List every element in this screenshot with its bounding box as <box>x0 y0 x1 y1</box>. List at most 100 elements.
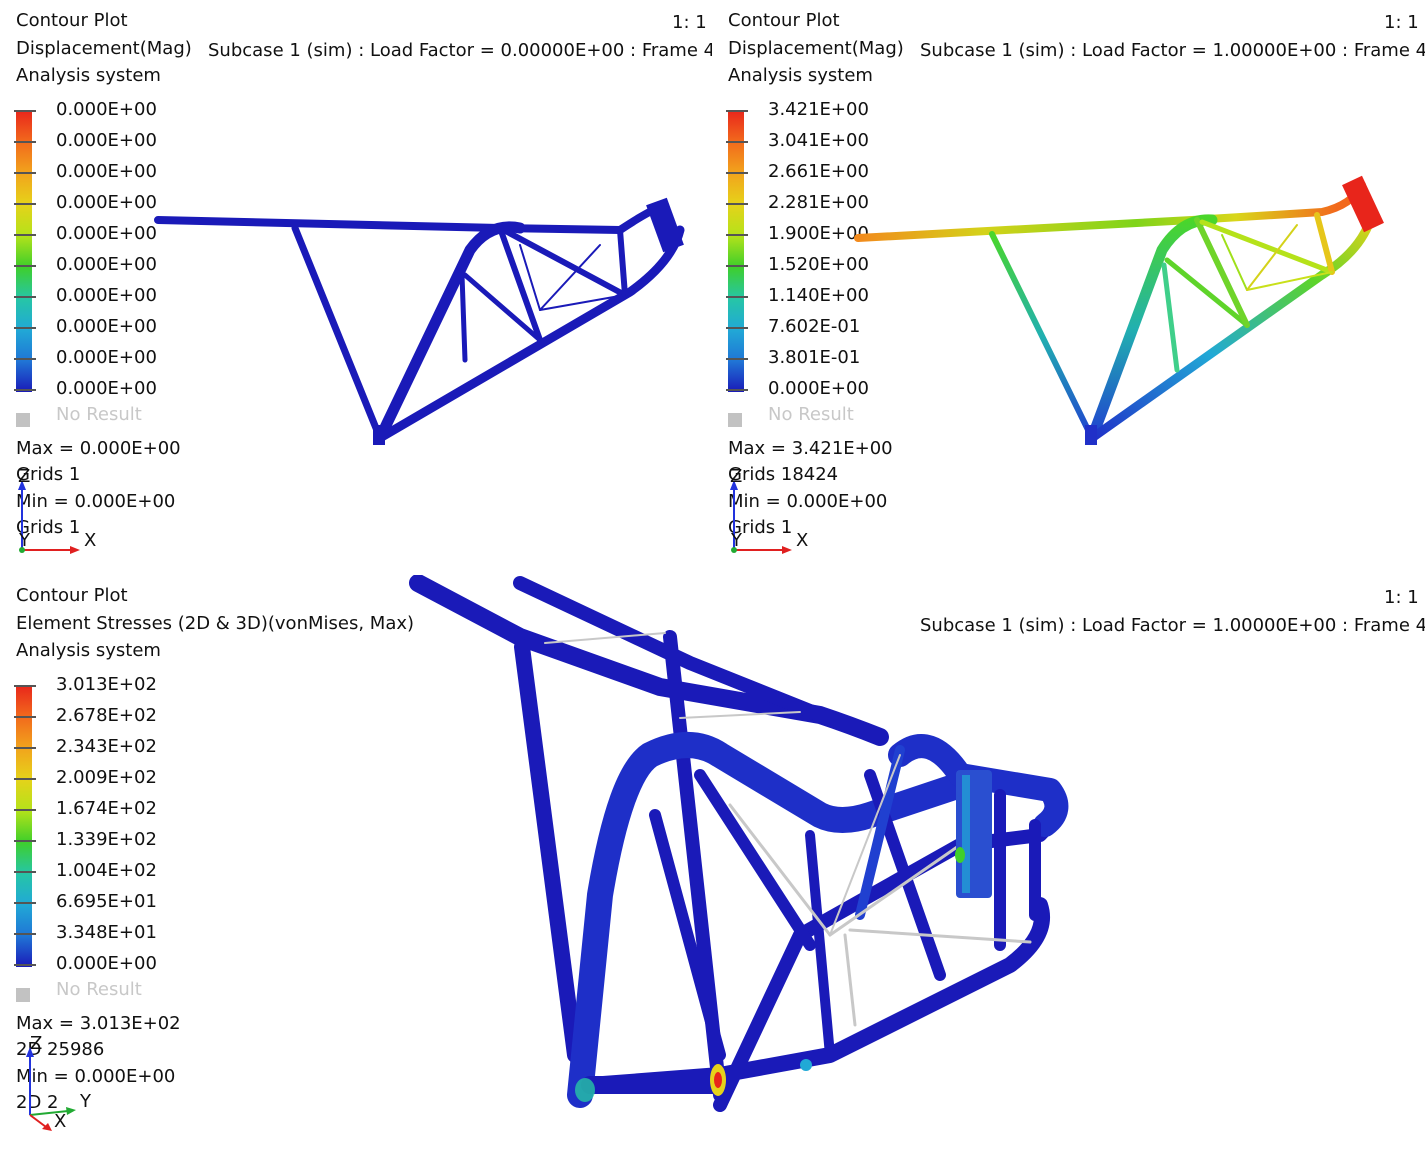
scale-label: 1: 1 <box>1384 12 1419 33</box>
legend-tick <box>14 172 36 174</box>
min-location: 2D 2 <box>16 1092 59 1113</box>
axis-label-up: Z <box>18 466 31 487</box>
legend-tick <box>726 327 748 329</box>
max-value: Max = 0.000E+00 <box>16 438 181 459</box>
legend-tick <box>14 265 36 267</box>
min-value: Min = 0.000E+00 <box>728 491 888 512</box>
legend-value: 0.000E+00 <box>56 161 157 182</box>
no-result-swatch <box>728 413 742 427</box>
scale-label: 1: 1 <box>672 12 707 33</box>
no-result-label: No Result <box>56 404 142 425</box>
no-result-swatch <box>16 988 30 1002</box>
legend-value: 0.000E+00 <box>56 316 157 337</box>
legend-value: 0.000E+00 <box>56 223 157 244</box>
axis-label-right: X <box>84 530 97 551</box>
subcase-label: Subcase 1 (sim) : Load Factor = 1.00000E… <box>920 40 1425 61</box>
legend-tick <box>14 141 36 143</box>
legend-value: 3.013E+02 <box>56 674 157 695</box>
legend-value: 7.602E-01 <box>768 316 861 337</box>
legend-tick <box>726 296 748 298</box>
viewport-displacement-frame4[interactable]: Contour Plot Displacement(Mag) Subcase 1… <box>712 0 1425 575</box>
legend-value: 0.000E+00 <box>56 347 157 368</box>
legend-tick <box>14 203 36 205</box>
legend-value: 3.421E+00 <box>768 99 869 120</box>
result-type: Displacement(Mag) <box>728 38 904 59</box>
legend-value: 1.674E+02 <box>56 798 157 819</box>
legend-color-bar <box>16 110 32 392</box>
legend-tick <box>14 840 36 842</box>
legend-value: 1.339E+02 <box>56 829 157 850</box>
max-location: 2D 25986 <box>16 1039 105 1060</box>
system-label: Analysis system <box>16 640 161 661</box>
result-type: Displacement(Mag) <box>16 38 192 59</box>
no-result-swatch <box>16 413 30 427</box>
viewport-displacement-frame0[interactable]: Contour Plot Displacement(Mag) Subcase 1… <box>0 0 712 575</box>
legend-value: 2.678E+02 <box>56 705 157 726</box>
legend-value: 3.801E-01 <box>768 347 861 368</box>
legend-value: 1.004E+02 <box>56 860 157 881</box>
subcase-label: Subcase 1 (sim) : Load Factor = 1.00000E… <box>920 615 1425 636</box>
plot-title: Contour Plot <box>16 10 128 31</box>
frame-model-stress-3d[interactable] <box>0 575 1425 1150</box>
legend-tick <box>14 234 36 236</box>
legend-tick <box>14 296 36 298</box>
frame-model-undeformed[interactable] <box>0 0 712 575</box>
axis-label-in: Y <box>731 530 742 551</box>
axis-label-in: X <box>54 1111 67 1132</box>
result-type: Element Stresses (2D & 3D)(vonMises, Max… <box>16 613 415 634</box>
legend-value: 0.000E+00 <box>56 192 157 213</box>
legend-tick <box>14 871 36 873</box>
legend-value: 2.281E+00 <box>768 192 869 213</box>
min-location: Grids 1 <box>16 517 81 538</box>
system-label: Analysis system <box>728 65 873 86</box>
plot-title: Contour Plot <box>728 10 840 31</box>
legend-tick <box>14 778 36 780</box>
legend-tick <box>14 716 36 718</box>
no-result-label: No Result <box>56 979 142 1000</box>
legend-tick <box>14 327 36 329</box>
legend-value: 2.009E+02 <box>56 767 157 788</box>
system-label: Analysis system <box>16 65 161 86</box>
plot-title: Contour Plot <box>16 585 128 606</box>
legend-tick <box>14 685 36 687</box>
legend-value: 0.000E+00 <box>56 254 157 275</box>
max-location: Grids 18424 <box>728 464 839 485</box>
legend-value: 1.140E+00 <box>768 285 869 306</box>
legend-value: 2.661E+00 <box>768 161 869 182</box>
legend-tick <box>14 358 36 360</box>
legend-tick <box>14 747 36 749</box>
legend-value: 3.348E+01 <box>56 922 157 943</box>
legend-value: 1.900E+00 <box>768 223 869 244</box>
axis-triad-icon <box>18 480 80 554</box>
legend-value: 0.000E+00 <box>56 130 157 151</box>
legend-tick <box>726 141 748 143</box>
scale-label: 1: 1 <box>1384 587 1419 608</box>
legend-value: 1.520E+00 <box>768 254 869 275</box>
legend-tick <box>726 110 748 112</box>
axis-triad-icon <box>26 1047 76 1131</box>
no-result-label: No Result <box>768 404 854 425</box>
axis-label-right: X <box>796 530 809 551</box>
max-value: Max = 3.421E+00 <box>728 438 893 459</box>
legend-tick <box>726 203 748 205</box>
min-location: Grids 1 <box>728 517 793 538</box>
legend-value: 3.041E+00 <box>768 130 869 151</box>
axis-label-right: Y <box>80 1091 91 1112</box>
legend-value: 0.000E+00 <box>56 99 157 120</box>
legend-tick <box>726 234 748 236</box>
legend-value: 0.000E+00 <box>56 378 157 399</box>
legend-tick <box>726 172 748 174</box>
legend-tick <box>726 389 748 391</box>
legend-tick <box>14 110 36 112</box>
legend-tick <box>14 902 36 904</box>
legend-color-bar <box>16 685 32 967</box>
axis-label-in: Y <box>19 530 30 551</box>
max-location: Grids 1 <box>16 464 81 485</box>
frame-model-deformed[interactable] <box>712 0 1425 575</box>
legend-value: 0.000E+00 <box>56 285 157 306</box>
axis-label-up: Z <box>730 466 743 487</box>
legend-tick <box>14 933 36 935</box>
max-value: Max = 3.013E+02 <box>16 1013 181 1034</box>
viewport-von-mises-stress[interactable]: Contour Plot Element Stresses (2D & 3D)(… <box>0 575 1425 1150</box>
axis-label-up: Z <box>30 1033 43 1054</box>
